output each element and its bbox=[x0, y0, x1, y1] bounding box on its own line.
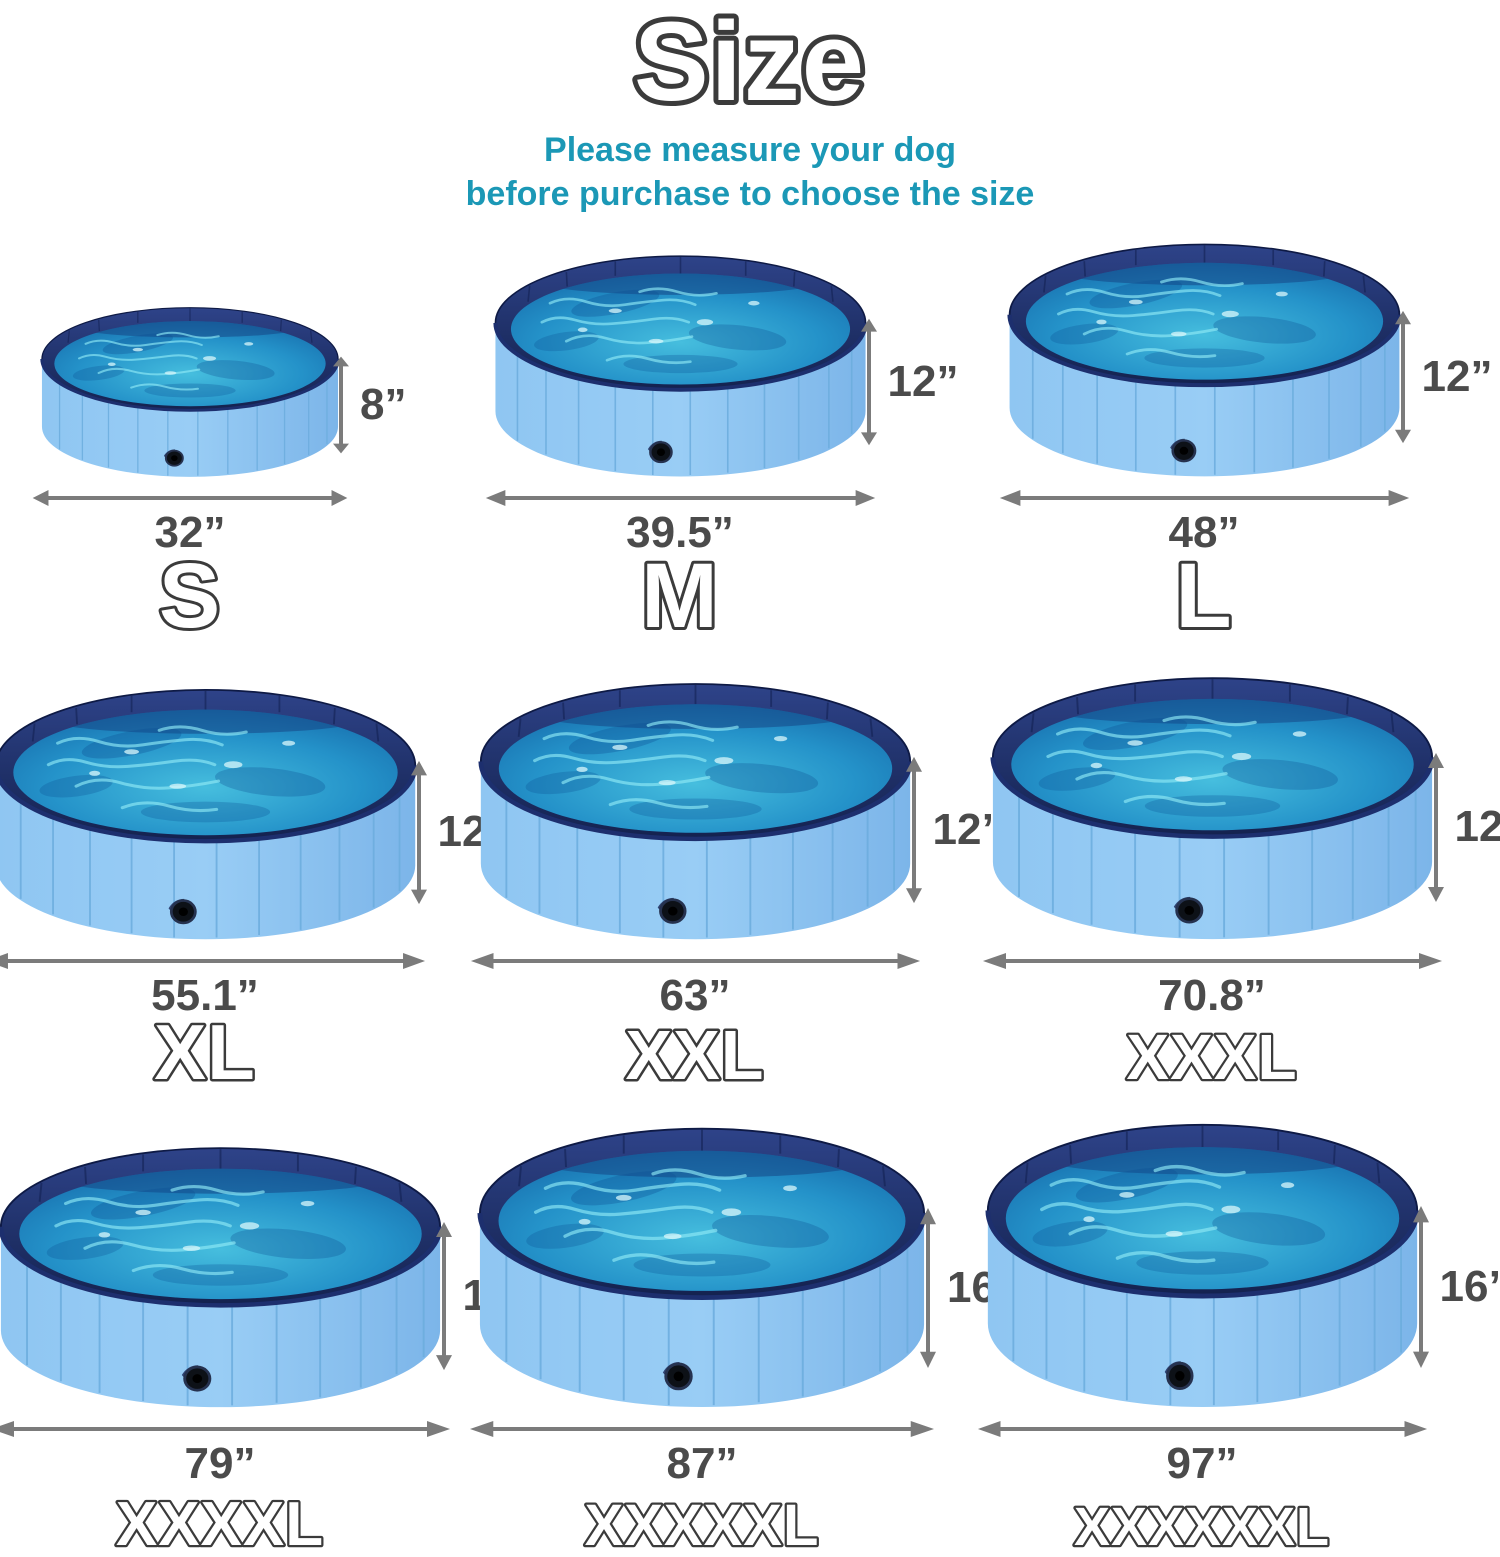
size-label: XXXL bbox=[962, 1019, 1462, 1091]
size-label: XXXXL bbox=[0, 1487, 470, 1557]
svg-text:XXXXXXL: XXXXXXL bbox=[1074, 1497, 1330, 1557]
height-dimension: 12” bbox=[1425, 752, 1500, 903]
pool-image-area bbox=[0, 238, 500, 478]
pool-illustration bbox=[493, 250, 868, 478]
svg-text:XXL: XXL bbox=[625, 1019, 764, 1091]
height-value: 16” bbox=[1440, 1262, 1500, 1312]
size-label: XXXXXL bbox=[452, 1487, 952, 1557]
subtitle-line-2: before purchase to choose the size bbox=[0, 172, 1500, 216]
page-title: Size bbox=[0, 0, 1500, 128]
pool-card-xxxxxl: 16” 87” XXXXXL bbox=[500, 1113, 1000, 1557]
header: Size Please measure your dog before purc… bbox=[0, 0, 1500, 216]
pool-illustration bbox=[478, 677, 913, 941]
width-arrow-icon bbox=[470, 951, 921, 971]
width-value: 39.5” bbox=[430, 510, 930, 556]
svg-text:XXXXXL: XXXXXL bbox=[585, 1493, 820, 1557]
pool-card-xxxxxxl: 16” 97” XXXXXXL bbox=[1000, 1113, 1500, 1557]
svg-text:M: M bbox=[641, 557, 719, 643]
width-value: 63” bbox=[445, 973, 945, 1019]
width-value: 87” bbox=[452, 1441, 952, 1487]
height-arrow-icon bbox=[1392, 310, 1414, 444]
size-label: XXXXXXL bbox=[952, 1487, 1452, 1557]
svg-text:L: L bbox=[1175, 557, 1232, 643]
size-label: XXL bbox=[445, 1019, 945, 1091]
size-row-2: 12” 55.1” XL 12” 63” XXL 12” 70.8” bbox=[0, 669, 1500, 1091]
height-arrow-icon bbox=[330, 356, 352, 454]
pool-image-area bbox=[0, 1113, 500, 1409]
height-arrow-icon bbox=[433, 1221, 455, 1371]
height-dimension: 8” bbox=[330, 356, 406, 454]
size-row-3: 12” 79” XXXXL 16” 87” XXXXXL 16” 97” bbox=[0, 1113, 1500, 1557]
pool-illustration bbox=[1007, 238, 1402, 478]
subtitle: Please measure your dog before purchase … bbox=[0, 128, 1500, 216]
width-value: 48” bbox=[954, 510, 1454, 556]
pool-card-s: 8” 32” S bbox=[0, 238, 500, 642]
width-value: 97” bbox=[952, 1441, 1452, 1487]
width-arrow-icon bbox=[32, 488, 348, 508]
height-arrow-icon bbox=[1410, 1205, 1432, 1369]
pool-card-m: 12” 39.5” M bbox=[500, 238, 1000, 642]
pool-card-xxxl: 12” 70.8” XXXL bbox=[1000, 669, 1500, 1091]
height-dimension: 12” bbox=[1392, 310, 1493, 444]
size-row-1: 8” 32” S 12” 39.5” M 12” 48” L bbox=[0, 238, 1500, 642]
pool-card-xl: 12” 55.1” XL bbox=[0, 669, 500, 1091]
height-dimension: 12” bbox=[858, 318, 959, 446]
subtitle-line-1: Please measure your dog bbox=[0, 128, 1500, 172]
pool-illustration bbox=[985, 1117, 1420, 1409]
width-value: 70.8” bbox=[962, 973, 1462, 1019]
width-arrow-icon bbox=[485, 488, 876, 508]
height-arrow-icon bbox=[1425, 752, 1447, 903]
height-value: 8” bbox=[360, 380, 406, 430]
svg-text:S: S bbox=[159, 557, 221, 643]
svg-text:XXXL: XXXL bbox=[1126, 1021, 1297, 1091]
height-dimension: 16” bbox=[1410, 1205, 1500, 1369]
size-label: XL bbox=[0, 1019, 455, 1091]
size-label: M bbox=[430, 557, 930, 643]
pool-illustration bbox=[477, 1121, 927, 1409]
pool-card-xxl: 12” 63” XXL bbox=[500, 669, 1000, 1091]
pool-illustration bbox=[40, 303, 340, 478]
height-value: 12” bbox=[1422, 352, 1493, 402]
height-value: 12” bbox=[1455, 802, 1500, 852]
width-arrow-icon bbox=[0, 951, 426, 971]
width-arrow-icon bbox=[469, 1419, 935, 1439]
width-value: 32” bbox=[0, 510, 440, 556]
width-arrow-icon bbox=[0, 1419, 451, 1439]
width-arrow-icon bbox=[977, 1419, 1428, 1439]
pool-card-l: 12” 48” L bbox=[1000, 238, 1500, 642]
pool-illustration bbox=[0, 683, 418, 941]
pool-illustration bbox=[990, 671, 1435, 941]
title-text: Size bbox=[634, 0, 866, 124]
size-label: L bbox=[954, 557, 1454, 643]
height-arrow-icon bbox=[917, 1207, 939, 1369]
size-label: S bbox=[0, 557, 440, 643]
height-value: 12” bbox=[888, 357, 959, 407]
svg-text:XXXXL: XXXXL bbox=[116, 1490, 324, 1557]
width-arrow-icon bbox=[999, 488, 1410, 508]
width-arrow-icon bbox=[982, 951, 1443, 971]
pool-illustration bbox=[0, 1141, 443, 1409]
height-arrow-icon bbox=[858, 318, 880, 446]
height-dimension: 12” bbox=[903, 756, 1004, 904]
width-value: 55.1” bbox=[0, 973, 455, 1019]
height-arrow-icon bbox=[408, 760, 430, 905]
svg-text:XL: XL bbox=[154, 1019, 256, 1091]
pool-card-xxxxl: 12” 79” XXXXL bbox=[0, 1113, 500, 1557]
height-arrow-icon bbox=[903, 756, 925, 904]
width-value: 79” bbox=[0, 1441, 470, 1487]
